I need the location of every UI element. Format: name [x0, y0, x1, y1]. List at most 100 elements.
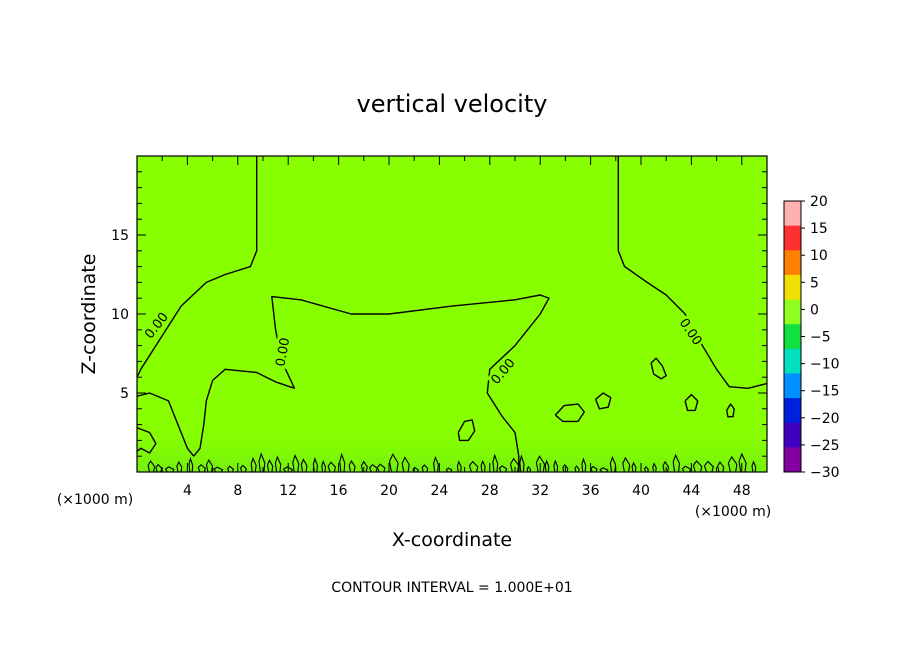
- contour-label-bg: [140, 308, 172, 342]
- surface-contour: [292, 454, 300, 472]
- colorbar-segment: [784, 398, 801, 424]
- surface-contour: [562, 463, 569, 472]
- x-tick-label: 8: [233, 483, 242, 499]
- surface-contour: [176, 461, 183, 472]
- colorbar-tick-label: −25: [810, 438, 840, 454]
- colorbar: [783, 200, 802, 473]
- velocity-field: [137, 156, 767, 472]
- surface-contour: [599, 467, 609, 472]
- surface-contour: [574, 465, 580, 472]
- y-axis-ticks: 5 10 15: [111, 171, 767, 457]
- surface-contour: [433, 455, 439, 472]
- colorbar-tick-label: −15: [810, 384, 840, 400]
- colorbar-segment: [784, 447, 801, 473]
- surface-contour: [643, 466, 649, 472]
- surface-contour: [738, 452, 747, 472]
- contour-oval-44: [684, 393, 699, 412]
- contour-interval-note: CONTOUR INTERVAL = 1.000E+01: [331, 580, 572, 596]
- surface-contour: [581, 457, 587, 472]
- x-tick-label: 36: [582, 483, 600, 499]
- colorbar-tick-label: 20: [810, 194, 828, 210]
- contour-lines: [137, 156, 767, 472]
- colorbar-segment: [784, 250, 801, 276]
- surface-contour: [421, 464, 429, 472]
- surface-contour: [681, 465, 692, 472]
- x-tick-label: 16: [330, 483, 348, 499]
- surface-contour: [188, 456, 194, 472]
- surface-contours: [147, 452, 757, 472]
- surface-contour: [492, 453, 499, 472]
- chart-title: vertical velocity: [357, 90, 548, 118]
- surface-contour: [401, 456, 410, 472]
- surface-contour: [388, 453, 399, 472]
- colorbar-tick-label: −5: [810, 330, 831, 346]
- colorbar-segment: [784, 225, 801, 251]
- surface-contour: [672, 453, 681, 472]
- surface-contour: [376, 463, 386, 472]
- surface-contour: [622, 456, 631, 472]
- surface-band: [137, 420, 767, 472]
- contour-central-lobe-left-leg: [193, 368, 295, 457]
- surface-contour: [213, 466, 224, 472]
- surface-contour: [692, 460, 703, 472]
- colorbar-tick-label: 15: [810, 221, 828, 237]
- surface-contour: [321, 460, 327, 472]
- colorbar-ticks: 20 15 10 5 0 −5 −10 −15 −20 −25 −30: [801, 194, 840, 481]
- colorbar-tick-label: 10: [810, 248, 828, 264]
- x-axis-ticks: 4 8 12 16 20 24 28 32 36 40 44 48: [161, 156, 768, 499]
- y-tick-label: 10: [111, 307, 129, 323]
- colorbar-segment: [784, 373, 801, 399]
- contour-central-lobe: [271, 294, 550, 472]
- surface-contour: [412, 467, 419, 472]
- colorbar-tick-label: 0: [810, 302, 819, 318]
- x-tick-label: 44: [682, 483, 700, 499]
- contour-label-bg: [486, 354, 519, 388]
- surface-contour: [312, 457, 318, 472]
- surface-contour: [590, 465, 598, 472]
- surface-contour: [652, 462, 657, 472]
- contour-label-bg: [272, 334, 292, 369]
- surface-contour: [360, 460, 368, 472]
- surface-contour: [155, 463, 163, 472]
- colorbar-segment: [784, 299, 801, 325]
- surface-contour: [348, 459, 356, 472]
- surface-contour: [717, 461, 725, 472]
- surface-contour: [327, 461, 336, 472]
- x-tick-label: 24: [430, 483, 448, 499]
- surface-contour: [456, 460, 462, 472]
- colorbar-tick-label: 5: [810, 275, 819, 291]
- surface-contour: [339, 452, 346, 472]
- surface-contour: [197, 463, 207, 472]
- x-tick-label: 32: [531, 483, 549, 499]
- surface-contour: [519, 454, 525, 472]
- y-tick-label: 5: [120, 386, 129, 402]
- x-tick-label: 4: [183, 483, 192, 499]
- surface-contour: [239, 464, 247, 472]
- contour-oval-37: [594, 392, 612, 410]
- x-tick-label: 20: [380, 483, 398, 499]
- contour-oval-26: [457, 419, 476, 442]
- plot-area: 0.000.000.000.00: [136, 155, 768, 473]
- surface-contour: [274, 455, 282, 472]
- surface-contour: [266, 459, 274, 472]
- surface-contour: [631, 461, 637, 472]
- surface-contour: [553, 459, 559, 472]
- surface-contour: [703, 460, 714, 472]
- colorbar-segment: [784, 201, 801, 227]
- colorbar-segment: [784, 348, 801, 374]
- surface-contour: [300, 458, 308, 472]
- surface-contour: [147, 460, 156, 472]
- y-tick-label: 15: [111, 228, 129, 244]
- contour-label: 0.00: [273, 337, 293, 368]
- surface-contour: [526, 465, 532, 472]
- surface-contour: [445, 467, 453, 472]
- contour-oval-41: [650, 357, 667, 380]
- colorbar-segment: [784, 422, 801, 448]
- surface-contour: [250, 457, 257, 472]
- y-axis-label: Z-coordinate: [78, 254, 100, 375]
- surface-contour: [258, 452, 266, 472]
- colorbar-segment: [784, 324, 801, 350]
- surface-contour: [509, 457, 520, 472]
- x-unit-left: (×1000 m): [57, 492, 133, 508]
